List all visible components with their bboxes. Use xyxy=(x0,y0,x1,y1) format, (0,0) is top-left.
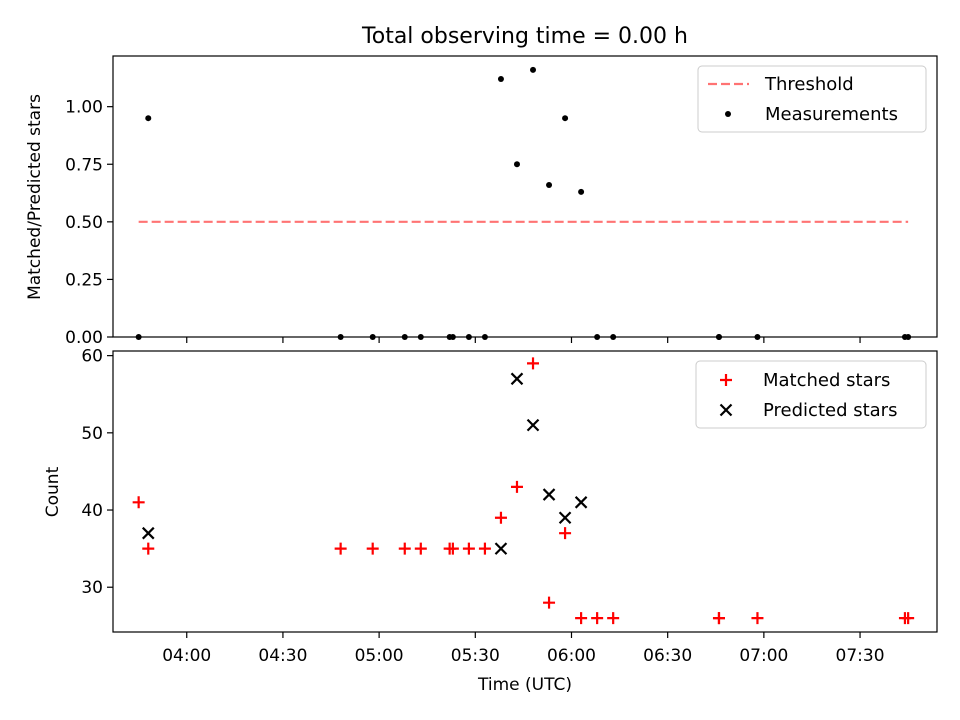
bottom-plot-frame xyxy=(112,350,938,633)
top-ytick-label: 0.75 xyxy=(65,155,103,175)
measurement-point xyxy=(546,181,553,188)
matched-star-marker xyxy=(462,542,475,555)
top-ytick-label: 0.00 xyxy=(65,328,103,348)
legend-matched-swatch xyxy=(720,374,732,386)
x-tick-label: 04:00 xyxy=(162,646,211,666)
legend-matched-label: Matched stars xyxy=(763,370,890,391)
x-tick-label: 07:00 xyxy=(739,646,788,666)
measurement-point xyxy=(497,76,504,83)
measurement-point xyxy=(562,115,569,122)
matched-star-marker xyxy=(902,612,915,625)
bottom-panel: 30 40 50 60 04:00 04:30 05:00 05:30 06:00 06:30 07… xyxy=(81,347,938,666)
top-y-axis-label: Matched/Predicted stars xyxy=(25,94,45,300)
legend-measurements-label: Measurements xyxy=(765,104,898,125)
matched-star-marker xyxy=(132,496,145,509)
top-ytick-label: 0.50 xyxy=(65,213,103,233)
matched-star-marker xyxy=(527,357,540,370)
legend-threshold-label: Threshold xyxy=(764,74,854,95)
measurement-point xyxy=(145,115,152,122)
top-legend: Threshold Measurements xyxy=(697,65,927,133)
bottom-y-axis-label: Count xyxy=(43,466,63,517)
matched-star-marker xyxy=(366,542,379,555)
top-ytick-label: 1.00 xyxy=(65,98,103,118)
matched-star-marker xyxy=(751,612,764,625)
bottom-ytick-label: 30 xyxy=(81,578,103,598)
matched-star-marker xyxy=(510,480,523,493)
x-tick-label: 05:30 xyxy=(451,646,500,666)
predicted-star-marker xyxy=(558,511,572,525)
x-tick-label: 07:30 xyxy=(836,646,885,666)
chart-title: Total observing time = 0.00 h xyxy=(361,24,688,49)
matched-star-marker xyxy=(414,542,427,555)
matched-star-marker xyxy=(494,511,507,524)
legend-measurements-swatch xyxy=(725,111,731,117)
predicted-star-marker xyxy=(542,488,556,501)
legend-predicted-swatch xyxy=(719,403,733,417)
x-tick-label: 05:00 xyxy=(355,646,404,666)
x-axis-label: Time (UTC) xyxy=(477,675,572,695)
matched-star-marker xyxy=(575,612,588,625)
matched-star-marker xyxy=(559,527,572,540)
matched-star-marker xyxy=(334,542,347,555)
matched-star-marker xyxy=(398,542,411,555)
top-ytick-label: 0.25 xyxy=(65,270,103,290)
measurement-point xyxy=(513,161,520,168)
predicted-star-marker xyxy=(494,542,508,555)
measurement-point xyxy=(530,66,537,73)
legend-predicted-label: Predicted stars xyxy=(763,400,897,421)
matched-star-marker xyxy=(591,612,604,625)
matched-star-marker xyxy=(142,542,155,555)
top-panel: 0.00 0.25 0.50 0.75 1.00 Threshold Measurement… xyxy=(65,55,938,348)
x-tick-label: 06:00 xyxy=(547,646,596,666)
predicted-star-marker xyxy=(574,496,588,509)
bottom-ytick-label: 60 xyxy=(81,347,103,367)
bottom-ytick-label: 50 xyxy=(81,424,103,444)
x-tick-label: 04:30 xyxy=(258,646,307,666)
measurement-point xyxy=(578,188,585,195)
predicted-star-marker xyxy=(141,526,155,540)
bottom-ytick-label: 40 xyxy=(81,501,103,521)
top-plot-frame xyxy=(112,55,938,338)
bottom-legend-box xyxy=(695,360,927,429)
matched-star-marker xyxy=(446,542,459,555)
matched-star-marker xyxy=(543,596,556,609)
x-tick-label: 06:30 xyxy=(643,646,692,666)
predicted-star-marker xyxy=(526,418,540,432)
matched-star-marker xyxy=(712,612,725,625)
bottom-legend: Matched stars Predicted stars xyxy=(695,360,927,429)
matched-star-marker xyxy=(607,612,620,625)
top-legend-box xyxy=(697,65,927,133)
matched-star-marker xyxy=(478,542,491,555)
predicted-star-marker xyxy=(510,372,524,386)
